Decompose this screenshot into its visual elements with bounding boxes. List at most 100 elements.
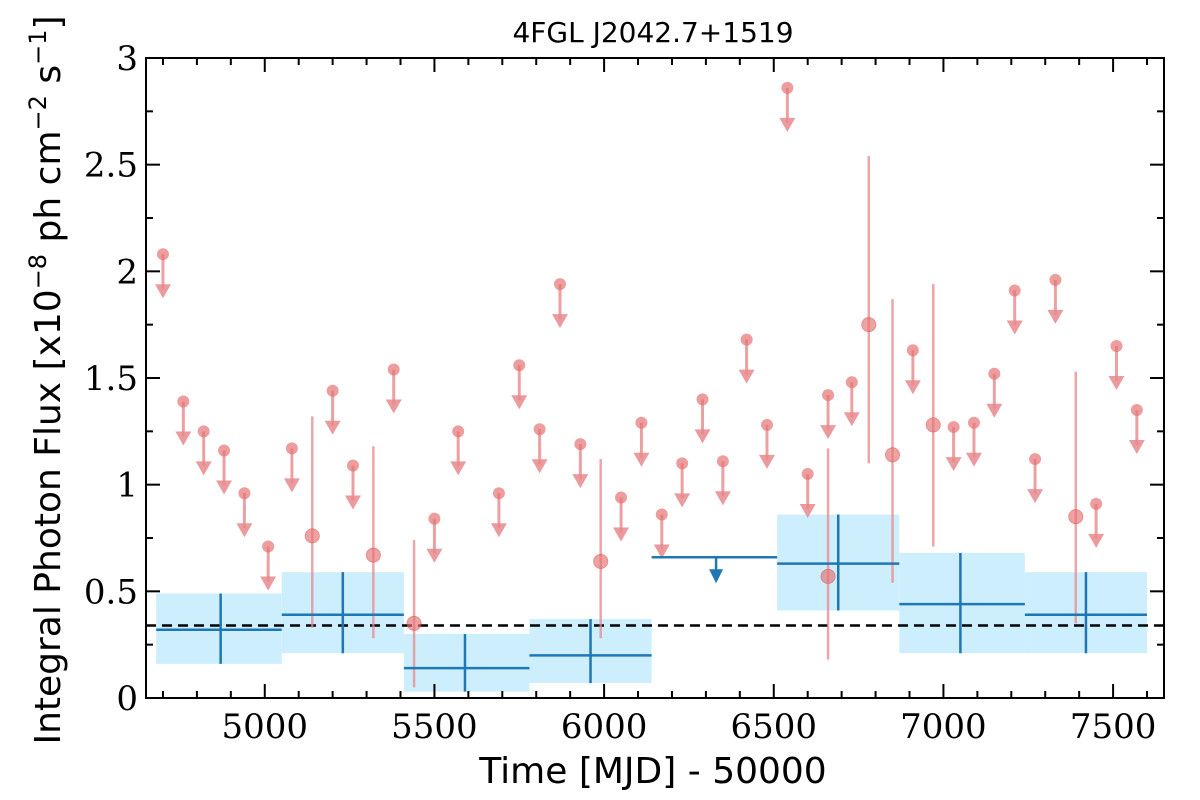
upper-limit-arrowhead — [779, 117, 796, 132]
y-axis-title-exp3: −1 — [24, 30, 52, 65]
upper-limit-point — [655, 508, 668, 521]
upper-limit-point — [1110, 340, 1123, 352]
upper-limit-point — [1029, 453, 1042, 466]
upper-limit-point — [1090, 497, 1103, 510]
detection-point — [861, 317, 877, 333]
y-tick-label: 2 — [116, 252, 138, 292]
y-tick-label: 0.5 — [84, 572, 138, 612]
y-axis-title-main: Integral Photon Flux [x10 — [28, 289, 69, 744]
x-tick-label: 5500 — [391, 707, 478, 747]
upper-limit-arrowhead — [613, 527, 630, 542]
upper-limit-arrowhead — [154, 284, 171, 299]
upper-limit-arrowhead — [904, 380, 921, 395]
upper-limit-arrowhead — [653, 544, 670, 559]
upper-limit-point — [615, 491, 628, 504]
upper-limit-arrowhead — [324, 420, 341, 435]
y-tick-label: 1.5 — [84, 359, 138, 399]
upper-limit-arrowhead — [1027, 489, 1044, 504]
upper-limit-arrowhead — [758, 454, 775, 469]
x-tick-label: 7500 — [1070, 707, 1157, 747]
upper-limit-arrowhead — [283, 478, 300, 493]
y-axis-title: Integral Photon Flux [x10−8 ph cm−2 s−1] — [24, 15, 69, 744]
upper-limit-arrowhead — [1108, 376, 1125, 390]
detection-point — [593, 553, 609, 569]
upper-limit-point — [238, 487, 251, 500]
upper-limit-point — [801, 468, 814, 480]
upper-limit-point — [781, 81, 794, 94]
upper-limit-point — [574, 438, 587, 451]
upper-limit-arrowhead — [450, 461, 467, 476]
y-tick-label: 3 — [116, 39, 138, 79]
upper-limit-point — [387, 363, 400, 376]
upper-limit-arrowhead — [694, 429, 711, 444]
y-axis-title-mid: ph cm — [28, 130, 69, 253]
upper-limit-arrowhead — [511, 395, 528, 410]
upper-limit-point — [1049, 273, 1062, 286]
upper-limit-arrowhead — [1047, 309, 1064, 324]
upper-limit-arrowhead — [260, 576, 277, 591]
chart-title: 4FGL J2042.7+1519 — [512, 16, 793, 49]
upper-limit-arrowhead — [426, 548, 443, 563]
detection-point — [365, 547, 381, 563]
upper-limit-point — [676, 457, 689, 470]
upper-limit-point — [492, 487, 505, 500]
upper-limit-arrowhead — [714, 491, 731, 506]
upper-limit-point — [218, 444, 231, 457]
upper-limit-point — [635, 416, 648, 429]
axis-ticks: 5000 5500 6000 6500 7000 7500 0 0.5 1 1.5 2 2.5 3 — [84, 39, 1164, 747]
upper-limit-point — [262, 540, 275, 553]
upper-limit-arrowhead — [820, 425, 837, 440]
upper-limit-point — [1008, 284, 1021, 297]
long-bin-ul-arrowhead — [709, 569, 724, 584]
upper-limit-point — [845, 376, 858, 389]
upper-limit-arrowhead — [236, 523, 253, 538]
upper-limit-arrowhead — [945, 457, 962, 472]
x-tick-label: 6000 — [561, 707, 648, 747]
y-axis-title-mid2: s — [28, 65, 69, 95]
long-bin-band — [403, 634, 530, 692]
upper-limit-arrowhead — [216, 480, 233, 495]
upper-limit-point — [906, 344, 919, 357]
upper-limit-arrowhead — [633, 452, 650, 467]
upper-limit-arrowhead — [738, 369, 755, 384]
upper-limit-arrowhead — [531, 459, 548, 474]
upper-limit-arrowhead — [986, 403, 1003, 418]
upper-limit-point — [346, 459, 359, 472]
upper-limit-arrowhead — [1088, 533, 1105, 548]
upper-limit-arrowhead — [195, 461, 212, 476]
x-tick-label: 6500 — [731, 707, 818, 747]
upper-limit-arrowhead — [1128, 440, 1145, 454]
upper-limit-arrowhead — [965, 452, 982, 467]
upper-limit-point — [760, 418, 773, 431]
x-tick-label: 7000 — [900, 707, 987, 747]
upper-limit-point — [285, 442, 298, 455]
upper-limit-point — [533, 423, 546, 436]
detection-point — [885, 447, 901, 463]
upper-limit-point — [740, 333, 753, 346]
upper-limit-point — [1130, 404, 1143, 416]
detection-point — [820, 568, 836, 584]
upper-limit-arrowhead — [385, 399, 402, 414]
upper-limit-arrowhead — [551, 314, 568, 329]
detection-point — [406, 615, 422, 631]
y-tick-label: 0 — [116, 679, 138, 719]
upper-limit-point — [822, 389, 835, 402]
upper-limit-point — [156, 248, 169, 261]
upper-limit-arrowhead — [175, 431, 192, 446]
y-axis-title-exp1: −8 — [24, 254, 52, 289]
upper-limit-point — [326, 384, 339, 397]
upper-limit-arrowhead — [843, 412, 860, 427]
upper-limit-point — [177, 395, 190, 408]
upper-limit-point — [513, 359, 526, 372]
detection-point — [1068, 509, 1084, 525]
upper-limit-point — [988, 367, 1001, 380]
upper-limit-arrowhead — [1006, 320, 1023, 335]
upper-limit-arrowhead — [572, 474, 589, 489]
y-axis-title-exp2: −2 — [24, 95, 52, 130]
upper-limit-point — [716, 455, 729, 468]
upper-limit-point — [947, 421, 960, 434]
upper-limit-point — [553, 278, 566, 291]
y-axis-title-end: ] — [28, 15, 69, 29]
detection-point — [925, 417, 941, 433]
